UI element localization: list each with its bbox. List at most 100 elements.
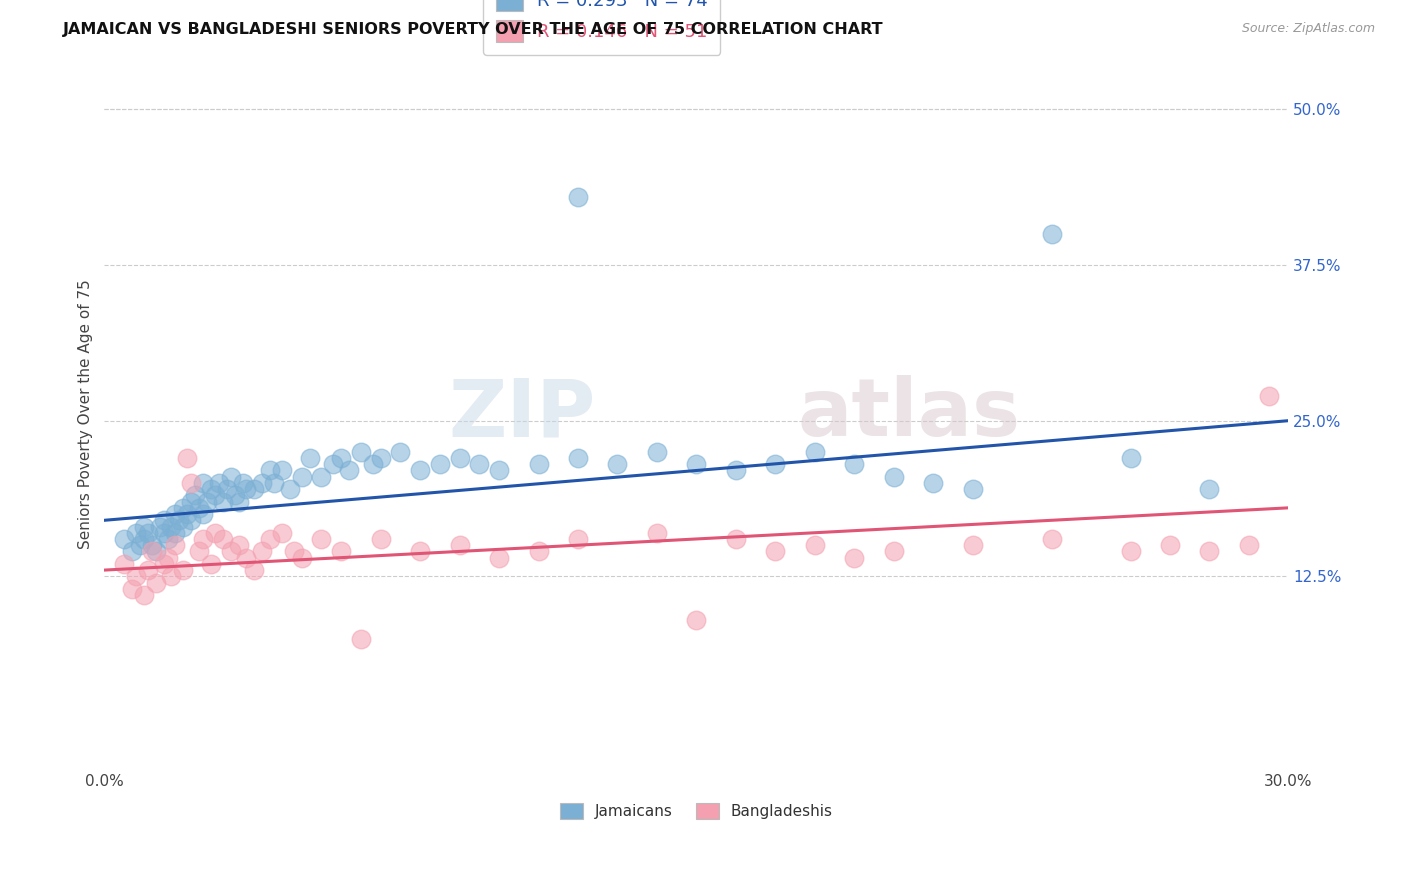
Point [488,463,510,477]
Point [263,475,285,490]
Point [145,575,167,590]
Point [200,482,222,496]
Point [844,457,866,471]
Point [176,507,198,521]
Point [145,544,167,558]
Point [121,544,143,558]
Point [165,538,187,552]
Point [149,519,172,533]
Point [606,457,628,471]
Point [567,450,589,465]
Point [844,550,866,565]
Point [172,563,194,577]
Point [121,582,143,596]
Point [370,450,392,465]
Point [1198,482,1220,496]
Point [1198,544,1220,558]
Point [271,525,294,540]
Legend: Jamaicans, Bangladeshis: Jamaicans, Bangladeshis [554,797,839,825]
Point [252,475,274,490]
Point [1119,450,1142,465]
Point [527,544,550,558]
Point [804,538,827,552]
Point [1159,538,1181,552]
Point [322,457,344,471]
Point [311,469,333,483]
Point [235,550,257,565]
Point [165,507,187,521]
Point [567,532,589,546]
Point [141,544,163,558]
Text: atlas: atlas [797,376,1021,453]
Point [211,532,233,546]
Text: JAMAICAN VS BANGLADESHI SENIORS POVERTY OVER THE AGE OF 75 CORRELATION CHART: JAMAICAN VS BANGLADESHI SENIORS POVERTY … [63,22,884,37]
Point [112,557,135,571]
Point [488,550,510,565]
Point [224,488,246,502]
Point [449,538,471,552]
Point [724,463,747,477]
Point [298,450,321,465]
Point [169,513,191,527]
Point [125,569,148,583]
Point [156,550,179,565]
Point [337,463,360,477]
Point [330,544,353,558]
Point [152,525,174,540]
Point [180,475,202,490]
Point [165,525,187,540]
Point [1040,532,1063,546]
Point [271,463,294,477]
Point [962,482,984,496]
Point [204,488,226,502]
Y-axis label: Seniors Poverty Over the Age of 75: Seniors Poverty Over the Age of 75 [79,279,93,549]
Point [215,482,238,496]
Point [361,457,384,471]
Point [136,563,159,577]
Point [685,457,707,471]
Point [228,538,250,552]
Point [468,457,491,471]
Point [141,538,163,552]
Point [235,482,257,496]
Point [208,475,231,490]
Point [922,475,945,490]
Point [129,538,152,552]
Point [191,532,214,546]
Point [645,525,668,540]
Point [409,463,432,477]
Point [370,532,392,546]
Point [527,457,550,471]
Point [132,532,155,546]
Text: ZIP: ZIP [449,376,596,453]
Point [204,525,226,540]
Point [180,513,202,527]
Point [567,189,589,203]
Point [291,550,314,565]
Point [176,450,198,465]
Point [883,469,905,483]
Point [219,544,242,558]
Point [259,463,281,477]
Point [243,482,266,496]
Point [211,494,233,508]
Point [311,532,333,546]
Point [172,500,194,515]
Point [283,544,305,558]
Point [252,544,274,558]
Point [172,519,194,533]
Point [152,557,174,571]
Point [763,457,786,471]
Point [685,613,707,627]
Point [389,445,412,459]
Point [180,494,202,508]
Point [184,488,207,502]
Point [804,445,827,459]
Point [228,494,250,508]
Point [125,525,148,540]
Point [449,450,471,465]
Point [191,475,214,490]
Point [132,588,155,602]
Point [1237,538,1260,552]
Text: Source: ZipAtlas.com: Source: ZipAtlas.com [1241,22,1375,36]
